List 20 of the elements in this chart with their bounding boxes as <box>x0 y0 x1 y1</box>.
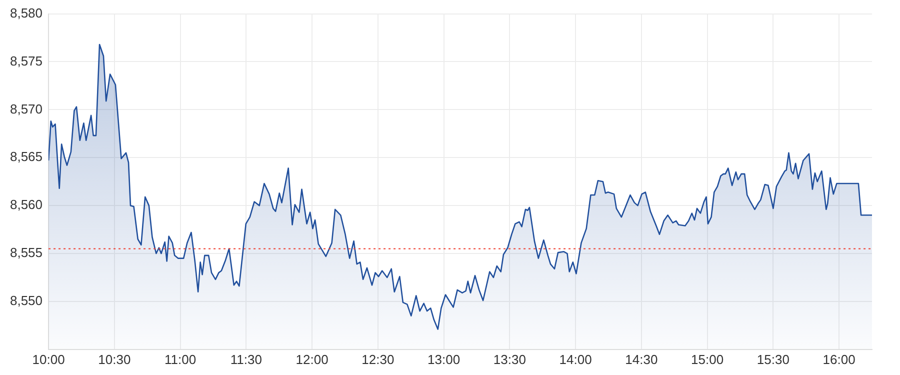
x-tick-label: 10:30 <box>98 352 131 367</box>
y-tick-label: 8,570 <box>10 101 43 116</box>
x-tick-label: 13:30 <box>493 352 526 367</box>
x-tick-label: 11:30 <box>230 352 262 367</box>
x-tick-label: 13:00 <box>428 352 460 367</box>
x-tick-label: 16:00 <box>822 352 856 367</box>
x-tick-label: 12:00 <box>296 352 328 367</box>
x-tick-label: 15:00 <box>691 352 724 367</box>
x-tick-label: 12:30 <box>362 352 394 367</box>
y-tick-label: 8,555 <box>10 245 43 260</box>
y-tick-label: 8,575 <box>10 53 43 68</box>
x-tick-label: 15:30 <box>756 352 790 367</box>
y-tick-label: 8,550 <box>10 293 43 308</box>
x-tick-label: 14:00 <box>559 352 592 367</box>
y-tick-label: 8,565 <box>10 149 43 164</box>
x-tick-label: 11:00 <box>164 352 196 367</box>
y-tick-label: 8,560 <box>10 197 43 212</box>
x-tick-label: 10:00 <box>32 352 65 367</box>
y-tick-label: 8,580 <box>10 5 43 20</box>
x-tick-label: 14:30 <box>625 352 658 367</box>
